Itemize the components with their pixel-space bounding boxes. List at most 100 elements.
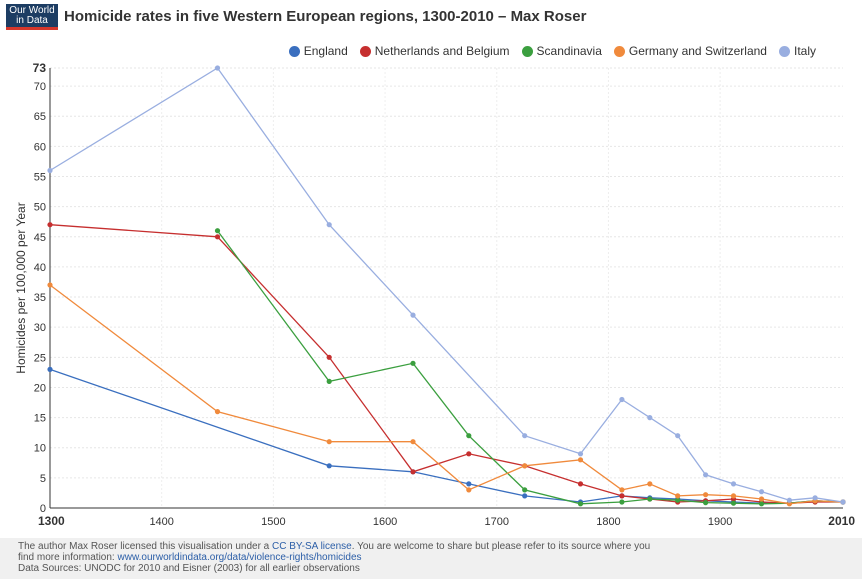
series-line [49,284,844,505]
data-point [214,228,221,234]
data-point [214,234,221,240]
legend-item[interactable]: Scandinavia [521,44,602,58]
logo-line1: Our World [9,5,55,16]
y-tick-label: 73 [33,61,47,75]
data-point [703,492,709,498]
data-point [619,499,625,505]
legend-label: England [303,44,348,58]
chart-legend: England Netherlands and Belgium Scandinavi… [288,44,816,58]
x-tick-label: 1300 [38,514,65,528]
data-point [577,451,584,457]
legend-label: Italy [793,44,816,58]
y-tick-label: 10 [34,443,46,455]
data-point [466,481,472,487]
x-tick-label: 2010 [828,514,855,528]
license-text-post: . You are welcome to share but please re… [351,541,651,552]
data-point [675,493,681,499]
data-point [812,495,818,501]
chart-title: Homicide rates in five Western European … [64,8,587,25]
y-tick-label: 60 [34,141,46,153]
data-sources: Data Sources: UNODC for 2010 and Eisner … [18,563,360,574]
y-axis-label: Homicides per 100,000 per Year [14,202,28,373]
data-point [647,415,653,421]
x-tick-label: 1500 [261,516,285,528]
series-line [49,67,844,503]
data-point [47,282,53,288]
data-point [619,493,625,499]
data-point [730,481,737,487]
data-point [619,487,625,493]
data-point [522,493,528,499]
data-point [326,463,332,469]
data-point [326,439,332,445]
data-point [522,487,528,493]
source-text-pre: find more information: [18,552,118,563]
legend-item[interactable]: Germany and Switzerland [613,44,767,58]
data-point [522,463,528,469]
data-point [758,501,765,507]
legend-swatch [288,45,300,57]
x-tick-label: 1900 [708,516,732,528]
x-tick-label: 1400 [149,516,173,528]
x-tick-label: 1700 [485,516,509,528]
data-point [466,487,472,493]
data-point [647,481,653,487]
data-point [786,497,793,503]
source-link[interactable]: www.ourworldindata.org/data/violence-rig… [117,552,362,563]
data-point [758,489,765,495]
data-point [466,451,472,457]
legend-swatch [613,45,625,57]
y-tick-label: 20 [34,382,46,394]
data-point [703,500,709,506]
source-line: find more information: www.ourworldindat… [18,552,844,563]
chart-header: Our World in Data Homicide rates in five… [0,0,862,34]
data-point [619,396,625,403]
data-point [675,497,681,503]
data-point [577,457,584,463]
data-point [410,360,416,366]
series-line [49,224,843,504]
data-point [326,378,332,384]
y-tick-label: 25 [34,352,46,364]
legend-item[interactable]: Italy [778,44,816,58]
legend-item[interactable]: England [288,44,348,58]
y-tick-label: 50 [34,202,46,214]
data-point [214,409,221,415]
legend-item[interactable]: Netherlands and Belgium [359,44,510,58]
series-line [216,230,844,505]
license-text-pre: The author Max Roser licensed this visua… [18,541,273,552]
data-point [47,366,53,372]
data-point [47,222,53,228]
data-point [410,312,416,318]
license-line: The author Max Roser licensed this visua… [18,541,844,552]
data-point [786,501,793,507]
data-point [758,496,765,502]
y-tick-label: 45 [34,232,46,244]
data-point [214,65,221,71]
y-tick-label: 40 [34,262,46,274]
data-point [577,501,584,507]
data-point [703,472,709,478]
data-point [730,493,737,499]
line-chart: 0 5 10 15 20 25 30 35 40 45 50 55 60 65 70 73 1300 1400 15… [14,61,855,528]
legend-label: Netherlands and Belgium [374,44,510,58]
legend-swatch [359,45,371,57]
data-point [522,433,528,439]
y-tick-label: 0 [40,503,46,515]
data-point [577,481,584,487]
x-tick-label: 1600 [373,516,397,528]
license-link[interactable]: CC BY-SA license [272,541,352,552]
data-point [326,354,332,360]
x-tick-label: 1800 [596,516,620,528]
data-point [466,433,472,439]
y-tick-label: 70 [34,81,46,93]
logo-line2: in Data [16,15,48,26]
y-tick-label: 65 [34,111,46,123]
series-line [49,368,844,504]
data-point [410,439,416,445]
data-point [730,500,737,506]
data-point [675,433,681,439]
legend-swatch [521,45,533,57]
owid-logo[interactable]: Our World in Data [6,4,58,30]
data-point [840,499,846,505]
